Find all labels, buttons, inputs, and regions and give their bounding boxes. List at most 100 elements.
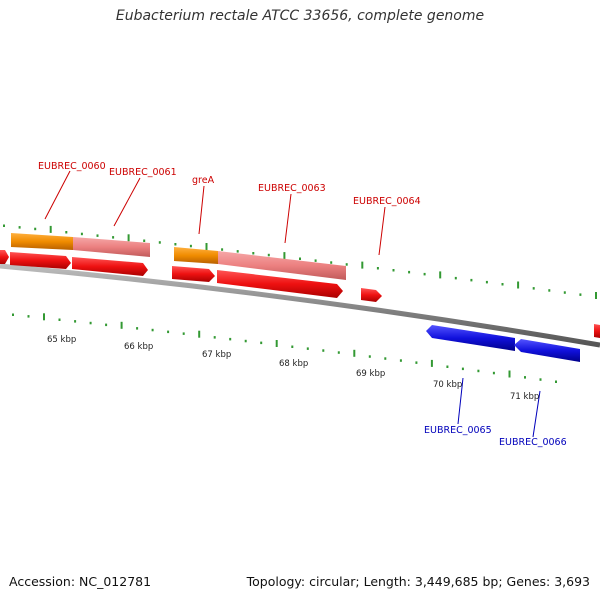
- genome-stats-text: Topology: circular; Length: 3,449,685 bp…: [246, 574, 590, 589]
- scale-tick-minor: [337, 351, 340, 354]
- label-line-eubrec-0061: [113, 177, 141, 227]
- scale-tick-minor: [167, 330, 170, 334]
- cds-arrow-eubrec-0065[interactable]: [426, 325, 515, 351]
- upper-tick-minor: [454, 276, 457, 280]
- scale-tick-minor: [27, 315, 30, 318]
- upper-tick-minor: [80, 232, 83, 236]
- scale-tick-minor: [229, 337, 232, 341]
- upper-tick-minor: [314, 259, 317, 262]
- upper-tick-minor: [376, 267, 379, 270]
- label-line-eubrec-0064: [378, 206, 386, 256]
- gene-feature-eubrec-0063[interactable]: [218, 251, 346, 280]
- upper-tick-minor: [96, 234, 99, 237]
- scale-label-66kbp: 66 kbp: [124, 342, 153, 352]
- upper-tick-minor: [408, 270, 411, 274]
- scale-tick-minor: [306, 347, 309, 350]
- scale-tick-minor: [492, 371, 495, 375]
- cds-arrow-eubrec-0063[interactable]: [217, 270, 343, 298]
- upper-tick-major: [595, 292, 597, 299]
- gene-feature-eubrec-0061[interactable]: [73, 237, 150, 257]
- upper-tick-minor: [158, 241, 161, 244]
- scale-tick-minor: [322, 349, 325, 352]
- upper-tick-minor: [532, 287, 535, 290]
- scale-label-69kbp: 69 kbp: [356, 369, 385, 379]
- upper-tick-major: [127, 234, 130, 242]
- scale-tick-row: [12, 313, 557, 383]
- scale-tick-major: [430, 359, 433, 367]
- upper-tick-major: [517, 281, 520, 289]
- scale-tick-minor: [291, 345, 294, 348]
- gene-label-eubrec-0061[interactable]: EUBREC_0061: [109, 167, 177, 178]
- scale-tick-minor: [415, 361, 418, 364]
- upper-tick-minor: [112, 236, 115, 239]
- genome-backbone: [0, 263, 600, 348]
- scale-label-70kbp: 70 kbp: [433, 380, 462, 390]
- scale-tick-minor: [12, 313, 14, 316]
- gene-label-eubrec-0063[interactable]: EUBREC_0063: [258, 183, 326, 194]
- upper-tick-minor: [3, 224, 5, 227]
- scale-tick-minor: [182, 332, 185, 335]
- scale-tick-minor: [555, 380, 557, 383]
- cds-arrow-eubrec-0060[interactable]: [10, 252, 71, 269]
- scale-tick-major: [120, 321, 123, 329]
- label-line-grea: [198, 185, 205, 235]
- gene-feature-grea[interactable]: [174, 247, 218, 264]
- scale-tick-minor: [399, 359, 402, 362]
- upper-tick-minor: [174, 243, 177, 246]
- gene-label-grea[interactable]: greA: [192, 175, 215, 186]
- upper-tick-minor: [392, 269, 395, 272]
- upper-tick-minor: [345, 263, 348, 266]
- upper-tick-minor: [579, 293, 582, 296]
- cds-arrow-eubrec-0066[interactable]: [514, 339, 580, 362]
- scale-tick-major: [508, 370, 511, 378]
- scale-tick-major: [43, 313, 45, 321]
- gene-label-eubrec-0064[interactable]: EUBREC_0064: [353, 196, 421, 207]
- upper-tick-minor: [267, 253, 270, 257]
- upper-tick-major: [283, 252, 286, 260]
- upper-tick-minor: [34, 227, 37, 231]
- upper-tick-minor: [501, 283, 504, 286]
- cds-arrow-grea[interactable]: [172, 266, 215, 282]
- label-line-eubrec-0066: [532, 390, 541, 438]
- cds-arrow-left-edge[interactable]: [0, 250, 9, 264]
- gene-label-eubrec-0066[interactable]: EUBREC_0066: [499, 437, 567, 448]
- scale-tick-minor: [74, 320, 77, 323]
- scale-tick-minor: [477, 369, 480, 373]
- scale-tick-minor: [539, 378, 542, 381]
- cds-arrow-right-edge[interactable]: [594, 324, 600, 338]
- label-line-eubrec-0065: [457, 377, 464, 425]
- forward-tick-row: [3, 224, 597, 299]
- scale-tick-minor: [136, 327, 139, 330]
- scale-tick-minor: [244, 339, 247, 343]
- upper-tick-major: [49, 225, 52, 233]
- cds-arrow-eubrec-0061[interactable]: [72, 257, 148, 276]
- gene-feature-eubrec-0060[interactable]: [11, 233, 73, 250]
- scale-tick-minor: [461, 367, 464, 371]
- scale-tick-minor: [58, 318, 61, 321]
- upper-tick-minor: [423, 272, 426, 276]
- scale-tick-minor: [260, 341, 263, 345]
- scale-label-68kbp: 68 kbp: [279, 359, 308, 369]
- gene-label-eubrec-0065[interactable]: EUBREC_0065: [424, 425, 492, 436]
- scale-label-67kbp: 67 kbp: [202, 350, 231, 360]
- map-title: Eubacterium rectale ATCC 33656, complete…: [115, 8, 485, 24]
- upper-tick-minor: [221, 248, 224, 251]
- scale-tick-major: [275, 340, 278, 347]
- upper-tick-minor: [563, 291, 566, 294]
- cds-arrow-eubrec-0064[interactable]: [361, 288, 382, 302]
- scale-tick-minor: [368, 355, 371, 358]
- scale-tick-minor: [151, 328, 154, 332]
- gene-label-eubrec-0060[interactable]: EUBREC_0060: [38, 161, 106, 172]
- scale-tick-minor: [213, 336, 216, 339]
- scale-tick-minor: [105, 323, 108, 327]
- upper-tick-minor: [330, 261, 333, 264]
- upper-tick-minor: [299, 257, 301, 260]
- scale-tick-minor: [89, 321, 92, 325]
- accession-text: Accession: NC_012781: [9, 574, 152, 589]
- upper-tick-minor: [143, 239, 146, 242]
- label-line-eubrec-0060: [44, 170, 71, 220]
- scale-tick-minor: [446, 365, 449, 368]
- upper-tick-major: [205, 243, 208, 250]
- upper-tick-major: [361, 261, 364, 269]
